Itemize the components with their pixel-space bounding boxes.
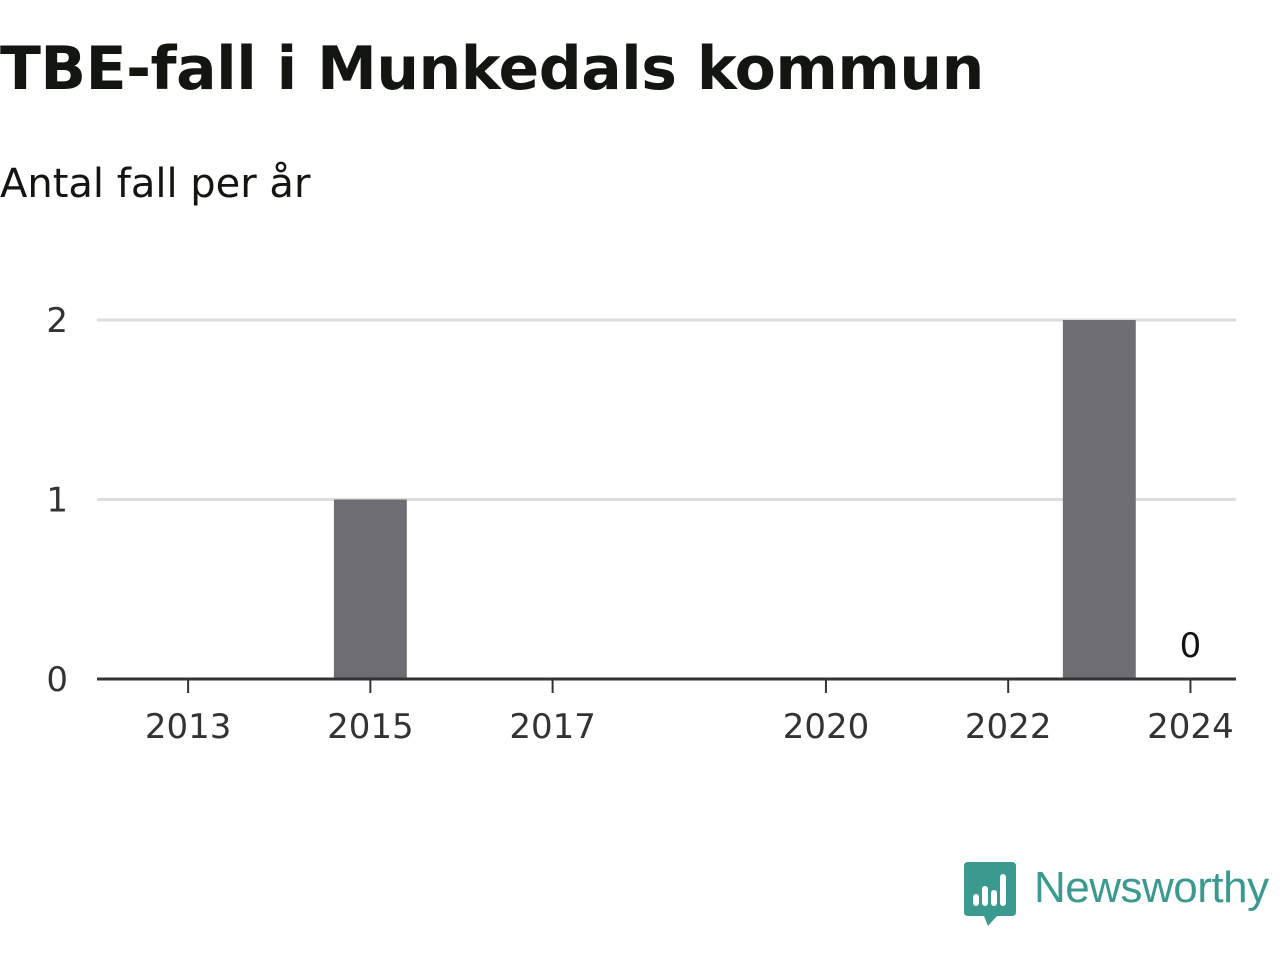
labels: 0 1 2 2013 2015 2017 2020 2022 2024 0: [46, 301, 1233, 747]
y-tick-label-0: 0: [46, 660, 68, 700]
y-tick-label-1: 1: [46, 481, 68, 521]
bar-chart: 0 1 2 2013 2015 2017 2020 2022 2024 0: [46, 301, 1236, 747]
chart-subtitle: Antal fall per år: [0, 161, 311, 207]
newsworthy-chat-bars-icon: [964, 862, 1016, 926]
bars: [333, 320, 1136, 679]
newsworthy-logo: Newsworthy: [964, 862, 1269, 928]
x-axis: [97, 677, 1236, 693]
x-tick-label-2015: 2015: [327, 707, 414, 747]
gridlines: [97, 318, 1236, 501]
bar-2023: [1062, 320, 1136, 679]
logo-text: Newsworthy: [1034, 863, 1269, 912]
x-tick-label-2017: 2017: [509, 707, 596, 747]
chart-title: TBE-fall i Munkedals kommun: [0, 34, 984, 104]
x-tick-label-2020: 2020: [783, 707, 870, 747]
x-tick-label-2013: 2013: [145, 707, 232, 747]
x-tick-label-2024: 2024: [1147, 707, 1234, 747]
y-tick-label-2: 2: [46, 301, 68, 341]
bar-2015: [333, 499, 407, 679]
x-tick-label-2022: 2022: [965, 707, 1052, 747]
data-label-2024: 0: [1180, 626, 1202, 666]
